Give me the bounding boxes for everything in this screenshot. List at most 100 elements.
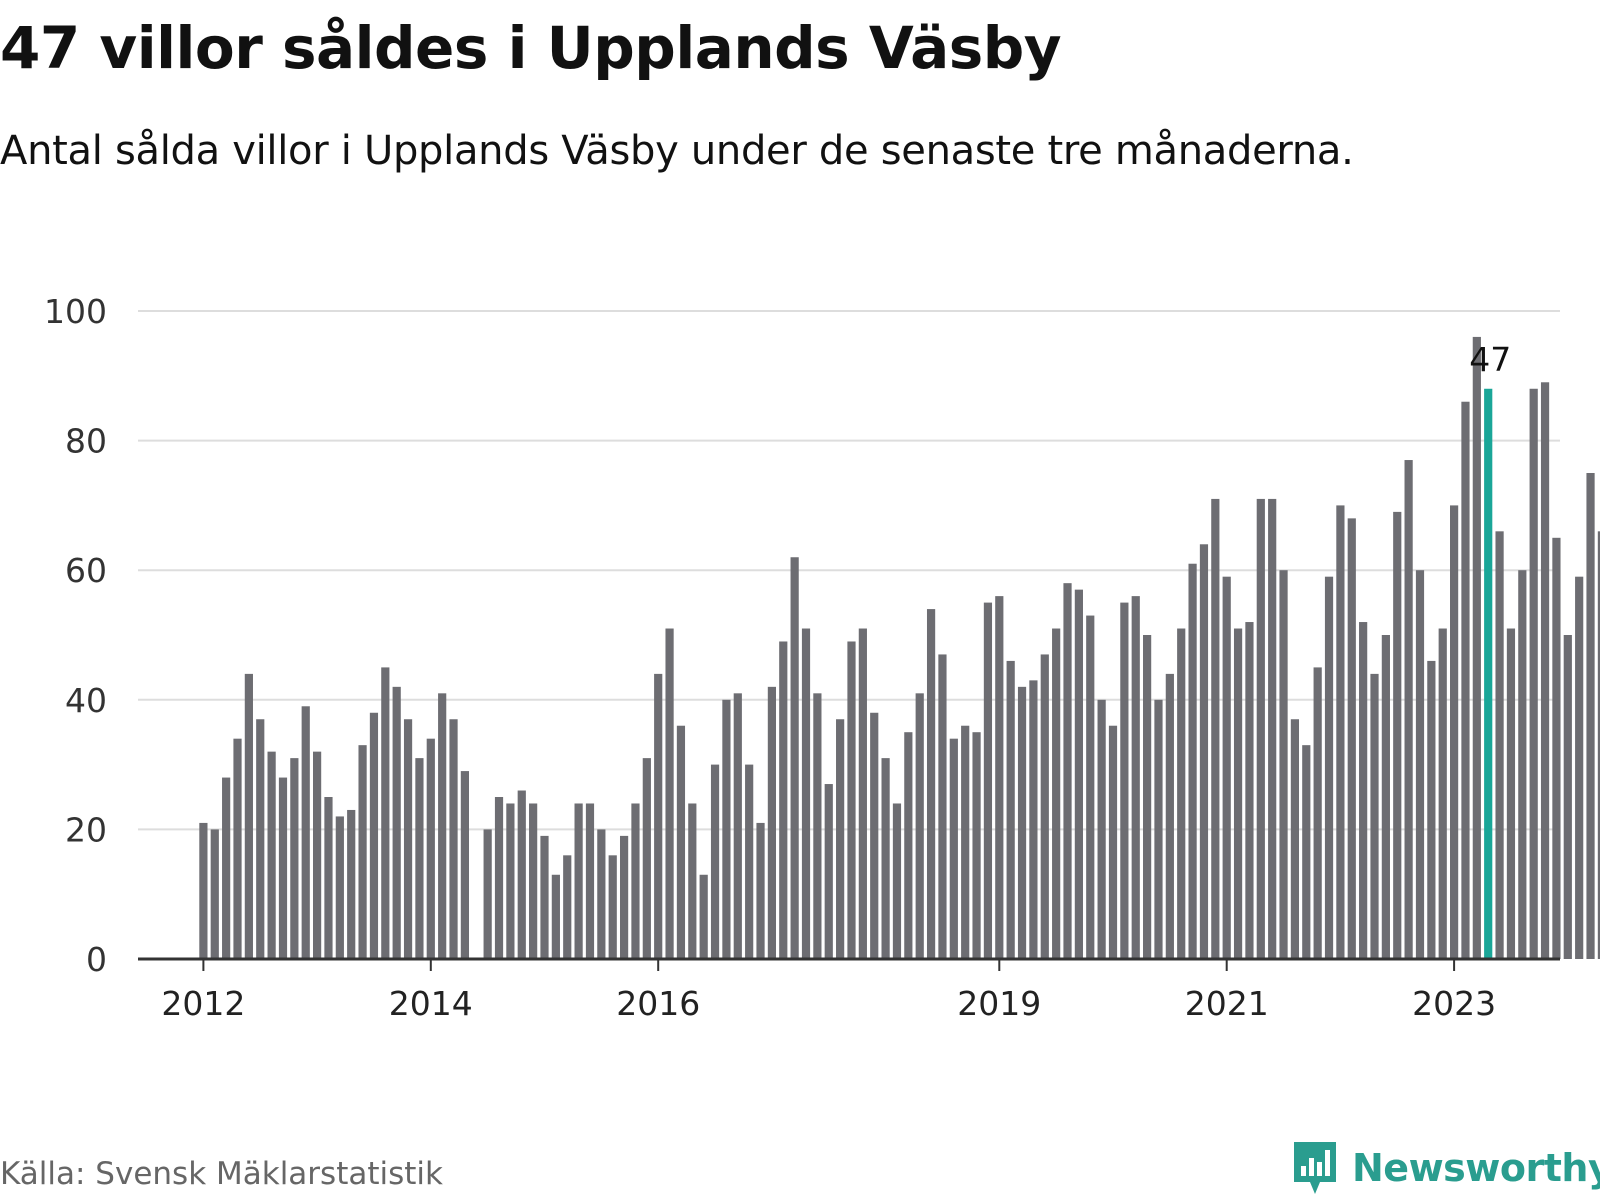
bar <box>1552 537 1561 959</box>
bar <box>313 751 322 959</box>
bar <box>836 719 845 959</box>
bar <box>1120 602 1129 959</box>
bar <box>460 771 470 959</box>
bar-highlight <box>1484 388 1493 959</box>
bar <box>347 809 356 959</box>
bar <box>256 719 265 959</box>
bar <box>244 673 253 959</box>
bar <box>335 816 344 959</box>
bar <box>1290 719 1300 959</box>
bar <box>1393 511 1402 959</box>
bar <box>1324 576 1334 959</box>
bar <box>1495 531 1504 959</box>
bar <box>1040 654 1049 959</box>
bar <box>665 628 674 959</box>
bar <box>585 803 595 959</box>
bar <box>892 803 902 959</box>
bar <box>676 725 686 959</box>
bar <box>926 609 936 959</box>
x-tick-label: 2021 <box>1185 984 1269 1023</box>
bar <box>1063 583 1072 959</box>
bar <box>870 712 879 959</box>
bar <box>1404 460 1413 959</box>
y-axis: 0 20 40 60 80 100 <box>44 292 107 979</box>
bar <box>1586 473 1595 959</box>
bar-chart: 0 20 40 60 80 100 2012 2014 2016 2019 2021 2023 47 <box>44 292 1600 1023</box>
bar <box>1131 596 1140 959</box>
bar <box>1222 576 1231 959</box>
bar <box>1529 388 1538 959</box>
bar <box>1086 615 1095 959</box>
bar <box>369 712 379 959</box>
bar <box>1233 628 1243 959</box>
bar <box>1506 628 1516 959</box>
bar <box>642 758 651 959</box>
bar <box>710 764 720 959</box>
bar <box>1370 673 1379 959</box>
bar <box>1302 745 1311 959</box>
bar <box>278 777 288 959</box>
bar <box>392 686 401 959</box>
y-tick-label: 40 <box>65 681 107 720</box>
bar <box>1268 498 1277 959</box>
source-note: Källa: Svensk Mäklarstatistik <box>0 1156 443 1192</box>
bar <box>904 732 913 959</box>
x-tick-label: 2019 <box>957 984 1041 1023</box>
bar <box>1143 635 1152 959</box>
y-tick-label: 20 <box>65 810 107 849</box>
bar <box>1108 725 1118 959</box>
x-tick-label: 2012 <box>161 984 245 1023</box>
brand-logo: Newsworthy <box>1290 1138 1600 1198</box>
bar <box>858 628 867 959</box>
bar <box>199 822 208 959</box>
bar <box>847 641 856 959</box>
bar <box>301 706 310 959</box>
bar <box>1575 576 1584 959</box>
bar <box>233 738 242 959</box>
bar <box>210 829 219 959</box>
bar <box>654 673 663 959</box>
bar <box>1427 660 1436 959</box>
bar <box>1563 635 1572 959</box>
bar <box>574 803 583 959</box>
bar <box>767 686 776 959</box>
bar <box>1177 628 1186 959</box>
bar <box>1461 401 1470 960</box>
bar <box>1211 498 1220 959</box>
bar <box>290 758 299 959</box>
bar <box>699 874 708 959</box>
bar <box>688 803 697 959</box>
bar <box>1336 505 1345 959</box>
data-labels: 47 <box>1469 340 1511 379</box>
bar <box>529 803 538 959</box>
bar <box>426 738 435 959</box>
bar <box>1359 622 1368 959</box>
bar <box>1279 570 1288 959</box>
bar <box>1256 498 1265 959</box>
bar <box>517 790 526 959</box>
bar <box>540 835 549 959</box>
x-tick-label: 2016 <box>616 984 700 1023</box>
y-tick-label: 80 <box>65 422 107 461</box>
y-tick-label: 100 <box>44 292 107 331</box>
bar <box>1381 635 1390 959</box>
bar <box>449 719 458 959</box>
bar <box>267 751 276 959</box>
bar <box>597 829 606 959</box>
bar <box>1052 628 1061 959</box>
bar <box>1347 518 1356 959</box>
bar <box>1245 622 1254 959</box>
bar <box>494 797 504 959</box>
bar <box>915 693 924 959</box>
bar <box>415 758 424 959</box>
bar <box>1450 505 1459 959</box>
bar <box>1017 686 1027 959</box>
y-tick-label: 60 <box>65 551 107 590</box>
bar <box>995 596 1004 959</box>
bar <box>403 719 413 959</box>
bar <box>961 725 970 959</box>
x-tick-label: 2023 <box>1412 984 1496 1023</box>
bar <box>790 557 799 959</box>
bar <box>1074 589 1083 959</box>
bar <box>938 654 947 959</box>
